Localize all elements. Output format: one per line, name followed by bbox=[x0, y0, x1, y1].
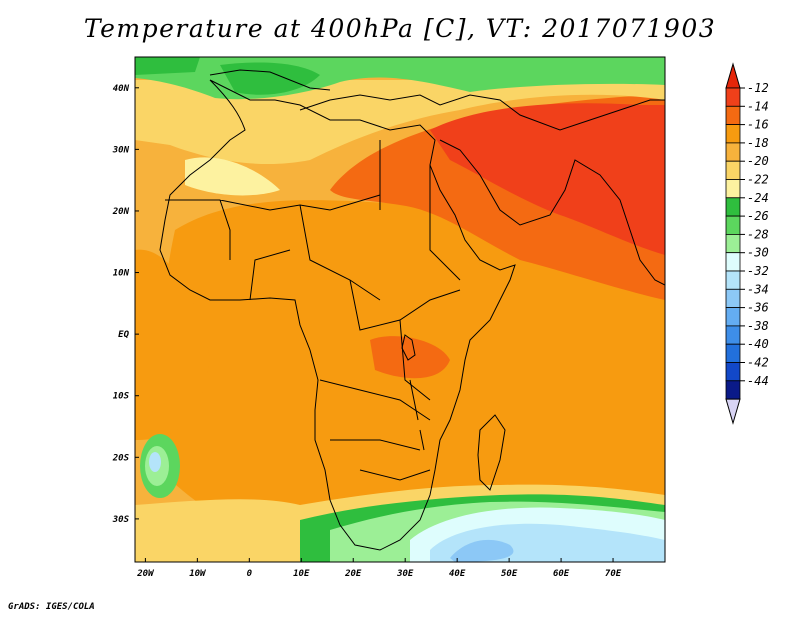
lon-tick-label: 70E bbox=[605, 569, 622, 579]
lat-tick-label: 30S bbox=[112, 515, 130, 525]
colorbar-label: -44 bbox=[747, 374, 769, 388]
country-borders bbox=[165, 140, 461, 481]
coastlines bbox=[159, 69, 665, 551]
lat-tick-label: 20N bbox=[112, 207, 130, 217]
colorbar-label: -32 bbox=[747, 264, 769, 278]
lon-tick-label: 10E bbox=[293, 569, 310, 579]
colorbar-swatch bbox=[725, 142, 741, 162]
colorbar-swatch bbox=[725, 197, 741, 217]
arabia-india-coastline bbox=[439, 139, 665, 286]
lon-tick-label: 10W bbox=[189, 569, 207, 579]
colorbar-label: -26 bbox=[747, 209, 769, 223]
colorbar-top-arrow bbox=[725, 62, 741, 89]
colorbar-swatch bbox=[725, 307, 741, 327]
colorbar-swatch bbox=[725, 362, 741, 382]
field-cold-blue-south bbox=[450, 539, 514, 562]
great-lakes bbox=[401, 334, 425, 451]
colorbar-swatch bbox=[725, 270, 741, 290]
field-hottest-red bbox=[430, 103, 665, 255]
colorbar-swatch bbox=[725, 105, 741, 126]
lat-tick-label: 20S bbox=[112, 453, 130, 463]
eurasia-coastline bbox=[299, 94, 665, 131]
colorbar-swatch bbox=[725, 325, 741, 345]
lon-tick-label: 60E bbox=[553, 569, 570, 579]
colorbar-swatch bbox=[725, 87, 741, 107]
lon-tick-label: 0 bbox=[247, 569, 253, 579]
colorbar-label: -38 bbox=[747, 319, 769, 333]
lon-tick-label: 30E bbox=[396, 569, 414, 579]
colorbar-swatch bbox=[725, 288, 741, 308]
lat-tick-label: 10S bbox=[113, 392, 130, 402]
field-pale-yellow-sahara bbox=[185, 157, 280, 196]
colorbar-label: -22 bbox=[747, 173, 769, 187]
field-warm-orange-west bbox=[135, 249, 210, 440]
lat-tick-label: 10N bbox=[113, 269, 130, 279]
field-cool-yellow-north bbox=[135, 80, 665, 165]
field-cold-dark-green-nw bbox=[135, 57, 200, 75]
colorbar-swatch bbox=[725, 160, 741, 180]
lon-tick-label: 20E bbox=[344, 569, 362, 579]
colorbar-label: -24 bbox=[747, 191, 769, 205]
temperature-field bbox=[135, 57, 665, 562]
colorbar-label: -12 bbox=[747, 81, 769, 95]
lon-tick-label: 20W bbox=[136, 569, 155, 579]
lon-tick-label: 50E bbox=[501, 569, 518, 579]
colorbar-label: -40 bbox=[747, 337, 769, 351]
plot-frame bbox=[134, 56, 666, 563]
grads-credit: GrADS: IGES/COLA bbox=[8, 602, 95, 612]
lon-tick-label: 40E bbox=[449, 569, 466, 579]
mediterranean-coast bbox=[209, 69, 331, 91]
colorbar-label: -28 bbox=[747, 227, 769, 241]
colorbar-swatch bbox=[725, 179, 741, 199]
lat-tick-label: 30N bbox=[112, 145, 130, 155]
colorbar-label: -14 bbox=[747, 99, 769, 113]
lat-tick-label: 40N bbox=[113, 84, 130, 94]
colorbar-swatch bbox=[725, 252, 741, 272]
colorbar-label: -42 bbox=[747, 356, 769, 370]
colorbar-label: -34 bbox=[747, 282, 769, 296]
colorbar-label: -36 bbox=[747, 301, 769, 315]
colorbar-bottom-arrow bbox=[725, 398, 741, 425]
colorbar-label: -18 bbox=[747, 136, 769, 150]
colorbar-swatch bbox=[725, 380, 741, 400]
longitude-tick-labels: 20W 10W 0 10E 20E 30E 40E 50E 60E 70E bbox=[136, 558, 622, 579]
colorbar-swatch bbox=[725, 124, 741, 144]
lat-tick-label: EQ bbox=[118, 330, 129, 340]
field-cold-eddy-blue bbox=[149, 452, 161, 472]
colorbar-swatch bbox=[725, 343, 741, 363]
map-title: Temperature at 400hPa [C], VT: 201707190… bbox=[83, 14, 717, 43]
colorbar: -12 -14 -16 -18 -20 -22 -24 -26 -28 -30 -32 -34 -36 -… bbox=[725, 62, 769, 425]
latitude-tick-labels: 40N 30N 20N 10N EQ 10S 20S 30S bbox=[112, 84, 139, 525]
colorbar-label: -20 bbox=[747, 154, 769, 168]
colorbar-swatch bbox=[725, 233, 741, 254]
madagascar-coastline bbox=[477, 414, 506, 491]
colorbar-swatch bbox=[725, 215, 741, 235]
colorbar-label: -16 bbox=[747, 118, 769, 132]
field-hot-east-africa bbox=[370, 336, 450, 379]
colorbar-label: -30 bbox=[747, 246, 769, 260]
